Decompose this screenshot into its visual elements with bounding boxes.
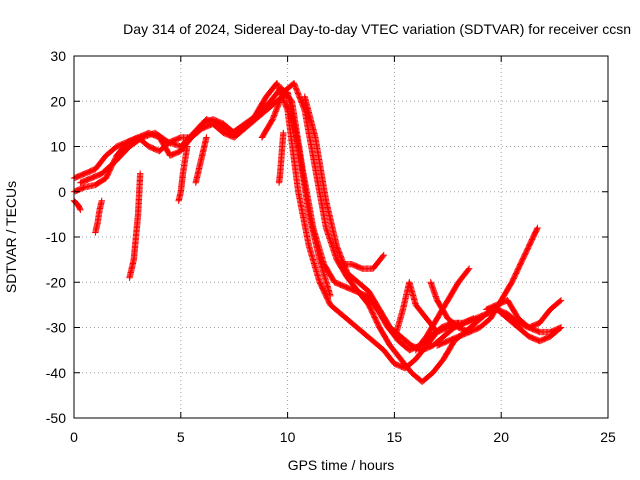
data-point [137,170,144,177]
series-early-spur-3 [126,170,144,281]
y-tick-label: -50 [46,410,66,426]
data-point [379,252,387,260]
data-point [98,197,105,204]
data-points [70,79,565,385]
series-late-arm-5 [393,279,441,336]
grid [74,56,608,418]
data-point [280,129,287,137]
data-point [433,327,440,335]
y-tick-label: 20 [50,93,66,109]
data-point [203,134,210,141]
x-tick-label: 20 [493,429,509,445]
data-point [283,105,291,113]
series-late-arm-1 [337,251,387,272]
series-late-arm-3 [433,224,541,349]
series-mid-spur-2 [192,134,210,186]
series-late-arm-6 [427,279,473,336]
x-axis-label: GPS time / hours [288,457,395,473]
x-tick-label: 15 [387,429,403,445]
y-tick-label: -30 [46,320,66,336]
data-point [533,225,541,233]
data-point [433,328,441,336]
y-tick-label: -20 [46,274,66,290]
data-point [465,328,473,336]
x-tick-label: 25 [600,429,616,445]
chart-title: Day 314 of 2024, Sidereal Day-to-day VTE… [123,21,631,37]
axis-ticks: 0 5 10 15 20 25 -50 -40 -30 -20 -10 0 10 20 30 [46,48,616,445]
y-tick-label: -10 [46,229,66,245]
x-tick-label: 0 [70,429,78,445]
y-tick-label: -40 [46,365,66,381]
series-mid-spur-1 [175,143,191,204]
data-point [557,324,565,331]
data-point [380,251,387,259]
data-point [465,265,473,272]
y-tick-label: 10 [50,139,66,155]
y-axis-label: SDTVAR / TECUs [3,181,19,293]
y-tick-label: 30 [50,48,66,64]
data-point [184,143,191,150]
data-point [76,205,84,212]
series-early-spur-1 [70,197,84,214]
series-mid-spur-3 [275,129,287,186]
data-point [534,224,541,232]
data-point [465,266,472,273]
x-tick-label: 10 [280,429,296,445]
data-point [464,328,472,335]
data-point [77,206,84,214]
x-tick-label: 5 [177,429,185,445]
y-tick-label: 0 [58,184,66,200]
data-point [556,324,564,332]
series-early-spur-2 [92,197,105,236]
series-late-arm-4 [483,297,565,331]
data-point [556,298,564,305]
data-point [557,297,565,304]
